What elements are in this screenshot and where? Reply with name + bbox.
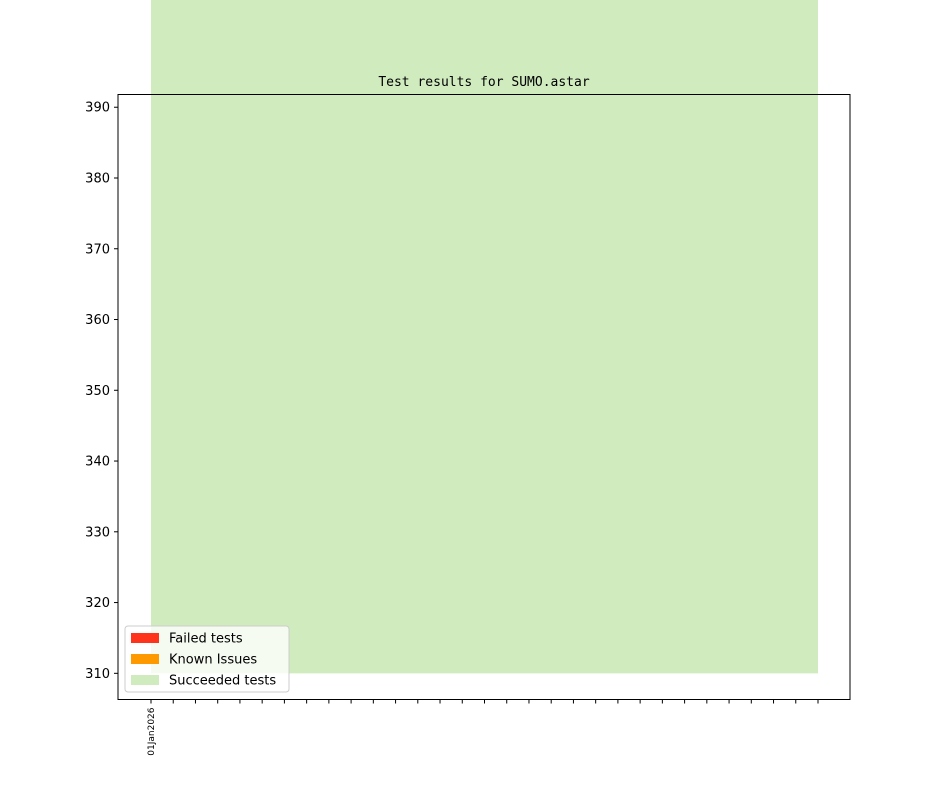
legend-label-known-issues: Known Issues — [169, 653, 257, 668]
y-tick-label: 340 — [85, 455, 110, 470]
legend: Failed tests Known Issues Succeeded tests — [124, 625, 290, 693]
y-tick-label: 390 — [85, 101, 110, 116]
y-tick-label: 320 — [85, 596, 110, 611]
y-tick-label: 370 — [85, 242, 110, 257]
legend-swatch-known-issues — [131, 654, 159, 664]
legend-box — [124, 625, 290, 693]
area-layers — [151, 0, 818, 674]
x-tick-label: 01Jan2026 — [147, 707, 157, 756]
legend-swatch-succeeded-tests — [131, 675, 159, 685]
y-tick-label: 360 — [85, 313, 110, 328]
area-succeeded-tests — [151, 0, 818, 674]
y-tick-label: 350 — [85, 384, 110, 399]
y-axis: 310 320 330 340 350 360 370 380 390 — [85, 101, 118, 682]
y-tick-label: 310 — [85, 667, 110, 682]
y-tick-label: 330 — [85, 525, 110, 540]
chart-title: Test results for SUMO.astar — [378, 75, 589, 90]
legend-swatch-failed-tests — [131, 633, 159, 643]
y-tick-label: 380 — [85, 171, 110, 186]
legend-label-succeeded-tests: Succeeded tests — [169, 674, 276, 689]
x-axis: 01Jan2026 — [147, 699, 819, 756]
legend-label-failed-tests: Failed tests — [169, 632, 243, 647]
